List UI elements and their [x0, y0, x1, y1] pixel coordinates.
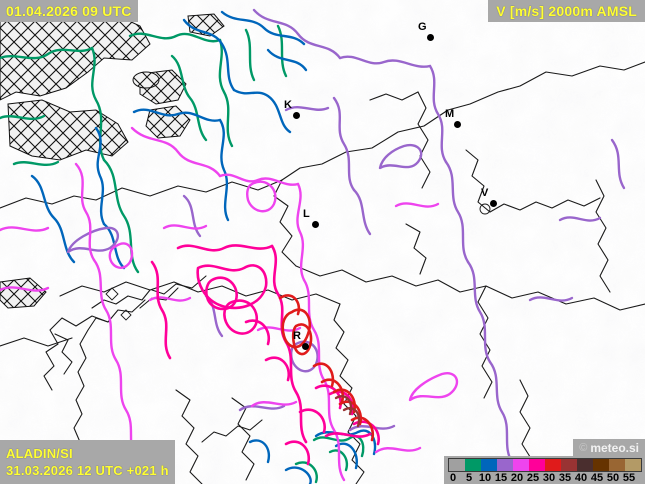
model-run-band: ALADIN/SI 31.03.2026 12 UTC +021 h — [0, 440, 175, 484]
colorbar-swatch — [593, 459, 609, 471]
city-dot — [312, 221, 319, 228]
city-dot — [454, 121, 461, 128]
city-dot — [302, 343, 309, 350]
colorbar-tick: 45 — [590, 472, 604, 484]
city-label: R — [293, 330, 301, 342]
colorbar-swatch — [529, 459, 545, 471]
colorbar-swatch — [513, 459, 529, 471]
colorbar-tick: 5 — [465, 472, 473, 484]
variable-label: V [m/s] 2000m AMSL — [496, 3, 637, 19]
valid-time-label: 01.04.2026 09 UTC — [6, 3, 132, 19]
city-dot — [490, 200, 497, 207]
colorbar-tick: 50 — [606, 472, 620, 484]
model-label: ALADIN/SI — [6, 446, 73, 461]
colorbar-swatch — [449, 459, 465, 471]
colorbar-swatch — [609, 459, 625, 471]
colorbar-swatch — [465, 459, 481, 471]
colorbar-tick-labels: 0 5 10 15 20 25 30 35 40 45 50 55 — [448, 472, 642, 484]
colorbar-tick: 55 — [622, 472, 636, 484]
city-dot — [427, 34, 434, 41]
run-label: 31.03.2026 12 UTC +021 h — [6, 463, 169, 478]
colorbar-swatch — [481, 459, 497, 471]
city-label: M — [445, 108, 455, 120]
colorbar-tick: 20 — [510, 472, 524, 484]
colorbar-tick: 40 — [574, 472, 588, 484]
colorbar-swatch — [625, 459, 641, 471]
copyright-icon: © — [579, 441, 588, 454]
colorbar-swatches — [448, 458, 642, 472]
provider-label: meteo.si — [590, 440, 639, 455]
colorbar-swatch — [545, 459, 561, 471]
colorbar-tick: 35 — [558, 472, 572, 484]
colorbar-swatch — [577, 459, 593, 471]
colorbar-tick: 0 — [449, 472, 457, 484]
colorbar-swatch — [561, 459, 577, 471]
colorbar-tick: 30 — [542, 472, 556, 484]
colorbar-tick: 15 — [494, 472, 508, 484]
valid-time-band: 01.04.2026 09 UTC — [0, 0, 138, 22]
provider-band[interactable]: © meteo.si — [573, 439, 645, 456]
city-label: L — [303, 208, 310, 220]
colorbar-tick: 25 — [526, 472, 540, 484]
colorbar-legend[interactable]: 0 5 10 15 20 25 30 35 40 45 50 55 — [444, 456, 645, 484]
city-dot — [293, 112, 300, 119]
city-label: V — [481, 187, 489, 199]
colorbar-tick: 10 — [478, 472, 492, 484]
city-label: G — [418, 21, 427, 33]
variable-band: V [m/s] 2000m AMSL — [488, 0, 645, 22]
city-label: K — [284, 99, 292, 111]
colorbar-swatch — [497, 459, 513, 471]
